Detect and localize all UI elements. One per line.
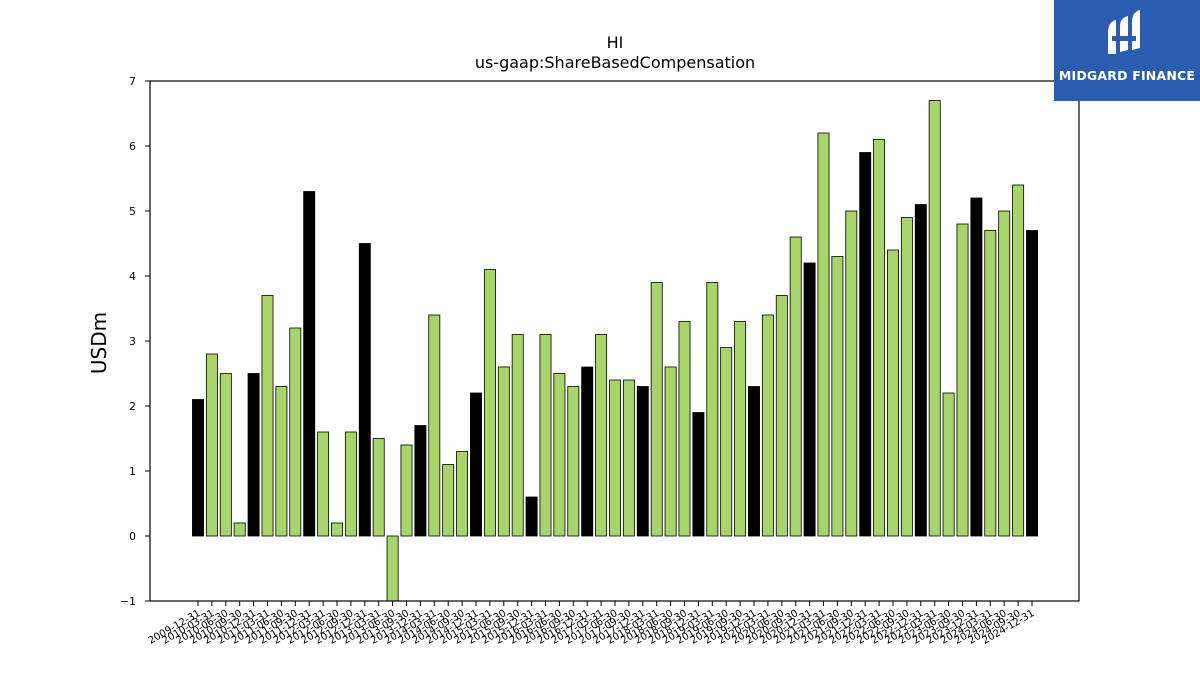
y-tick-label: 5 [129,205,136,218]
bar-2012-09-30 [344,431,357,537]
bar-2023-03-31 [928,100,941,537]
bar-2017-09-30 [622,379,635,537]
y-axis-ticks: −1 0 1 2 3 4 5 6 7 [120,75,150,608]
bar-2012-03-31 [317,431,330,537]
bar-2024-12-31 [1026,230,1038,537]
bar-2017-03-31 [595,334,608,537]
bar-2014-03-31 [428,314,441,537]
bar-2020-09-30 [789,236,802,537]
bar-2021-03-31 [817,132,830,537]
bar-2021-12-31 [859,152,872,537]
bar-2018-12-31 [692,412,705,537]
bar-2014-09-30 [456,451,469,537]
bar-2023-09-30 [956,223,969,537]
bar-2023-12-31 [970,197,983,537]
bar-2010-03-31 [205,353,218,537]
bar-2023-06-30 [942,392,955,537]
bar-2020-03-31 [761,314,774,537]
bar-2018-09-30 [678,321,691,537]
bar-2014-12-31 [470,392,482,537]
bar-2012-06-30 [331,522,343,537]
bar-2024-03-31 [984,230,997,537]
bar-2017-06-30 [609,379,621,537]
bar-2019-09-30 [734,321,747,537]
logo-mark-icon [1108,10,1140,54]
bar-2022-03-31 [873,139,886,537]
bar-2011-03-31 [261,295,274,537]
bar-2010-12-31 [247,373,260,537]
logo-text: MIDGARD FINANCE [1058,68,1196,83]
bar-2020-12-31 [803,262,816,537]
y-tick-label: −1 [120,595,136,608]
bar-2016-03-31 [539,334,552,537]
bar-2017-12-31 [636,386,649,537]
bar-2016-09-30 [567,386,580,537]
bar-2019-03-31 [706,282,719,537]
y-tick-label: 4 [129,270,136,283]
bar-2013-09-30 [400,444,413,537]
y-tick-label: 3 [129,335,136,348]
bar-2012-12-31 [358,243,371,537]
bar-2016-12-31 [581,366,594,537]
bar-2019-12-31 [748,386,760,537]
bar-2010-09-30 [233,522,246,537]
chart-title: HI [607,33,624,52]
bar-2013-06-30 [386,535,399,602]
bar-2011-09-30 [289,327,302,537]
bar-2024-06-30 [998,210,1011,537]
plot-frame [149,80,1080,602]
bar-2022-12-31 [914,204,927,537]
bar-2015-09-30 [511,334,524,537]
bar-2019-06-30 [720,347,733,537]
bar-2021-09-30 [845,210,858,537]
bar-2018-03-31 [650,282,663,537]
x-axis-ticks: 2009-12-312010-03-312010-06-302010-09-30… [147,601,1037,647]
y-tick-label: 2 [129,400,136,413]
bar-2015-12-31 [525,496,538,537]
midgard-finance-logo: MIDGARD FINANCE [1054,0,1200,101]
bar-2018-06-30 [664,366,677,537]
bar-2020-06-30 [775,295,788,537]
bar-2009-12-31 [192,399,204,537]
bar-2013-03-31 [372,438,385,537]
y-tick-label: 0 [129,530,136,543]
bar-2011-06-30 [275,386,288,537]
bar-2010-06-30 [219,373,232,537]
bar-2022-06-30 [887,249,899,537]
y-axis-label: USDm [87,312,111,374]
y-tick-label: 1 [129,465,136,478]
y-tick-label: 6 [129,140,136,153]
bar-2011-12-31 [303,191,316,537]
y-tick-label: 7 [129,75,136,88]
bar-2015-06-30 [497,366,510,537]
bar-2024-09-30 [1012,184,1025,537]
bar-2016-06-30 [553,373,566,537]
bars-layer [192,100,1038,602]
bar-2022-09-30 [900,217,913,537]
chart-subtitle: us-gaap:ShareBasedCompensation [475,53,755,72]
bar-2015-03-31 [483,269,496,537]
bar-2021-06-30 [831,256,844,537]
bar-2014-06-30 [442,464,455,537]
bar-2013-12-31 [414,425,427,537]
